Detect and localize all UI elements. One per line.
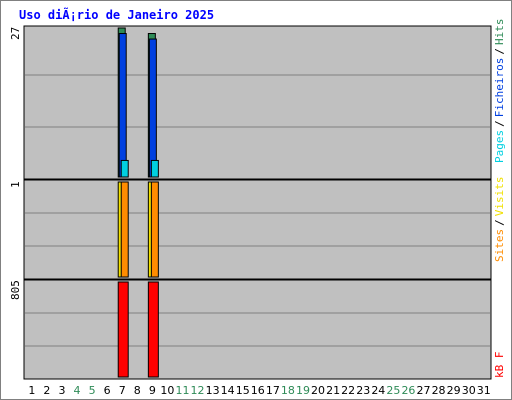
x-tick-label-day-13: 13 bbox=[206, 384, 220, 397]
legend-hits-files-pages: Pages / Ficheiros / Hits bbox=[493, 19, 506, 163]
x-tick-label-day-5: 5 bbox=[89, 384, 96, 397]
x-tick-label-day-9: 9 bbox=[149, 384, 156, 397]
x-tick-label-day-6: 6 bbox=[104, 384, 111, 397]
legend-sep-2: / bbox=[493, 48, 506, 55]
x-tick-label-day-25: 25 bbox=[386, 384, 400, 397]
x-tick-label-day-24: 24 bbox=[371, 384, 385, 397]
x-tick-label-day-7: 7 bbox=[119, 384, 126, 397]
bar-sites-day-7 bbox=[120, 181, 129, 278]
x-tick-label-day-22: 22 bbox=[341, 384, 355, 397]
legend-visits-sites: Sites / Visits bbox=[493, 177, 506, 263]
bar-sites-day-9 bbox=[150, 181, 159, 278]
x-tick-label-day-11: 11 bbox=[175, 384, 189, 397]
legend-pages: Pages bbox=[493, 130, 506, 163]
ymax-label-visits: 1 bbox=[9, 181, 22, 188]
bar-pages-day-9 bbox=[150, 159, 159, 178]
x-tick-label-day-18: 18 bbox=[281, 384, 295, 397]
bar-files-day-9 bbox=[148, 38, 157, 178]
x-tick-label-day-19: 19 bbox=[296, 384, 310, 397]
x-tick-label-day-1: 1 bbox=[28, 384, 35, 397]
x-tick-label-day-21: 21 bbox=[326, 384, 340, 397]
x-tick-label-day-31: 31 bbox=[477, 384, 491, 397]
x-tick-label-day-16: 16 bbox=[251, 384, 265, 397]
x-tick-label-day-27: 27 bbox=[417, 384, 431, 397]
x-tick-label-day-20: 20 bbox=[311, 384, 325, 397]
x-tick-label-day-26: 26 bbox=[401, 384, 415, 397]
x-tick-label-day-2: 2 bbox=[43, 384, 50, 397]
x-tick-label-day-4: 4 bbox=[74, 384, 81, 397]
legend-sep-1: / bbox=[493, 120, 506, 127]
x-tick-label-day-12: 12 bbox=[191, 384, 205, 397]
bars-group bbox=[117, 27, 159, 378]
bar-kbf-day-9 bbox=[147, 281, 159, 378]
panel-visits-sites bbox=[23, 179, 492, 280]
legend-kbf: kB F bbox=[493, 352, 506, 379]
panel-hits-files-pages bbox=[23, 25, 492, 180]
legend-hits: Hits bbox=[493, 19, 506, 46]
x-tick-label-day-30: 30 bbox=[462, 384, 476, 397]
x-tick-label-day-23: 23 bbox=[356, 384, 370, 397]
x-tick-label-day-15: 15 bbox=[236, 384, 250, 397]
legend-sites: Sites bbox=[493, 229, 506, 262]
x-tick-label-day-8: 8 bbox=[134, 384, 141, 397]
gridlines bbox=[25, 74, 490, 347]
x-tick-label-day-17: 17 bbox=[266, 384, 280, 397]
legend-files: Ficheiros bbox=[493, 58, 506, 118]
legend-kbytes: kB F bbox=[493, 352, 506, 379]
ymax-label-kbytes: 805 bbox=[9, 280, 22, 300]
panel-kbytes bbox=[23, 279, 492, 380]
x-tick-label-day-28: 28 bbox=[432, 384, 446, 397]
chart-title: Uso diÃ¡rio de Janeiro 2025 bbox=[19, 7, 214, 22]
x-tick-label-day-29: 29 bbox=[447, 384, 461, 397]
legend-sep-3: / bbox=[493, 219, 506, 226]
bar-kbf-day-7 bbox=[117, 281, 129, 378]
x-axis-labels: 1 2 3 4 5 6 7 8 9 10 11 12 13 14 15 16 17 18 19 20 21 22 23 24 2… bbox=[28, 384, 490, 397]
ymax-label-hits: 27 bbox=[9, 27, 22, 40]
bar-pages-day-7 bbox=[120, 159, 129, 178]
x-tick-label-day-10: 10 bbox=[160, 384, 174, 397]
legend-visits: Visits bbox=[493, 177, 506, 217]
x-tick-label-day-14: 14 bbox=[221, 384, 235, 397]
x-tick-label-day-3: 3 bbox=[58, 384, 65, 397]
bar-files-day-7 bbox=[118, 33, 127, 178]
